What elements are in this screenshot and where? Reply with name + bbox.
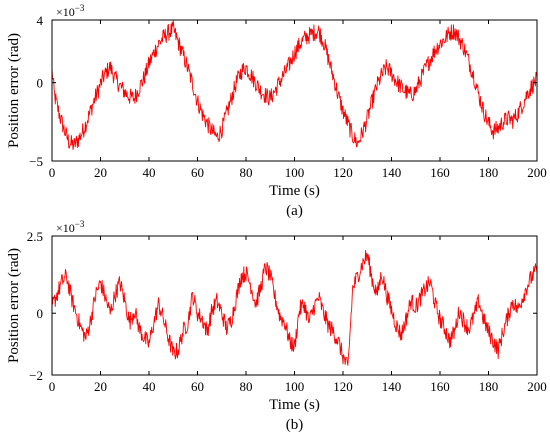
series-line	[51, 20, 538, 150]
x-tick-label: 200	[527, 165, 547, 180]
x-tick-label: 200	[527, 379, 547, 394]
y-exponent-label: ×10−3	[56, 3, 85, 19]
x-tick-label: 80	[240, 165, 253, 180]
panel-label: (b)	[286, 417, 304, 433]
x-tick-label: 40	[143, 165, 156, 180]
y-tick-label: 0	[37, 76, 44, 91]
y-tick-label: −5	[29, 154, 43, 169]
x-tick-label: 80	[240, 379, 253, 394]
y-axis-label: Position error (rad)	[6, 248, 22, 363]
y-tick-label: −2	[29, 368, 43, 383]
x-tick-label: 120	[333, 165, 353, 180]
panel-b: 0 20 40 60 80 100 120 140 160 180 200 −2 0 2.5 ×10−3 Ti…	[6, 219, 547, 433]
x-tick-label: 40	[143, 379, 156, 394]
y-tick-label: 0	[37, 306, 44, 321]
panel-label: (a)	[286, 203, 303, 219]
axes-frame	[51, 235, 538, 376]
x-tick-label: 180	[479, 379, 499, 394]
x-tick-label: 60	[191, 165, 204, 180]
x-tick-label: 180	[479, 165, 499, 180]
x-tick-label: 100	[285, 379, 305, 394]
series-line	[51, 249, 538, 366]
x-tick-label: 140	[382, 379, 402, 394]
x-tick-label: 20	[94, 165, 107, 180]
x-tick-label: 140	[382, 165, 402, 180]
x-tick-label: 160	[430, 165, 450, 180]
x-tick-label: 0	[49, 165, 56, 180]
y-exponent-label: ×10−3	[56, 219, 85, 235]
x-tick-label: 20	[94, 379, 107, 394]
y-tick-label: 4	[37, 13, 44, 28]
x-tick-label: 120	[333, 379, 353, 394]
x-tick-label: 100	[285, 165, 305, 180]
x-axis-label: Time (s)	[269, 397, 320, 413]
x-tick-label: 0	[49, 379, 56, 394]
axes-frame	[51, 19, 538, 162]
x-tick-label: 160	[430, 379, 450, 394]
y-tick-label: 2.5	[27, 229, 43, 244]
y-axis-label: Position error (rad)	[6, 33, 22, 148]
x-axis-label: Time (s)	[269, 183, 320, 199]
x-tick-label: 60	[191, 379, 204, 394]
panel-a: 0 20 40 60 80 100 120 140 160 180 200 −5 0 4 ×10−3 Time…	[6, 3, 547, 219]
